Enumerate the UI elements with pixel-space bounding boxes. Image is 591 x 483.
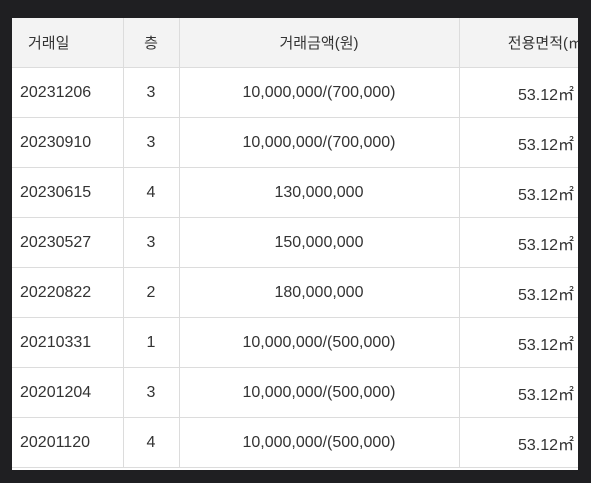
header-area: 전용면적(㎡) bbox=[459, 18, 578, 68]
cell-area: 53.12㎡ bbox=[459, 267, 578, 318]
cell-floor: 3 bbox=[123, 217, 180, 268]
table-viewport: 거래일 층 거래금액(원) 전용면적(㎡) 20231206 3 10,000,… bbox=[12, 18, 578, 470]
cell-date: 20220822 bbox=[12, 267, 124, 318]
table-row: 20231206 3 10,000,000/(700,000) 53.12㎡ bbox=[12, 67, 578, 118]
cell-area: 53.12㎡ bbox=[459, 417, 578, 468]
cell-date: 20230615 bbox=[12, 167, 124, 218]
cell-floor: 4 bbox=[123, 417, 180, 468]
cell-date: 20210331 bbox=[12, 317, 124, 368]
table-row: 20230615 4 130,000,000 53.12㎡ bbox=[12, 167, 578, 218]
cell-area: 53.12㎡ bbox=[459, 167, 578, 218]
cell-date: 20201204 bbox=[12, 367, 124, 418]
table-row: 20220822 2 180,000,000 53.12㎡ bbox=[12, 267, 578, 318]
cell-price: 10,000,000/(500,000) bbox=[179, 317, 460, 368]
cell-area: 53.12㎡ bbox=[459, 367, 578, 418]
cell-date: 20231206 bbox=[12, 67, 124, 118]
cell-floor: 3 bbox=[123, 67, 180, 118]
transaction-table-panel: 거래일 층 거래금액(원) 전용면적(㎡) 20231206 3 10,000,… bbox=[12, 18, 578, 470]
table-header: 거래일 층 거래금액(원) 전용면적(㎡) bbox=[12, 18, 578, 68]
cell-floor: 1 bbox=[123, 317, 180, 368]
cell-price: 130,000,000 bbox=[179, 167, 460, 218]
cell-floor: 3 bbox=[123, 117, 180, 168]
cell-price: 10,000,000/(500,000) bbox=[179, 367, 460, 418]
table-body: 20231206 3 10,000,000/(700,000) 53.12㎡ 2… bbox=[12, 67, 578, 468]
cell-area: 53.12㎡ bbox=[459, 67, 578, 118]
table-row: 20201204 3 10,000,000/(500,000) 53.12㎡ bbox=[12, 367, 578, 418]
cell-area: 53.12㎡ bbox=[459, 217, 578, 268]
header-price: 거래금액(원) bbox=[179, 18, 460, 68]
cell-area: 53.12㎡ bbox=[459, 117, 578, 168]
header-floor: 층 bbox=[123, 18, 180, 68]
cell-area: 53.12㎡ bbox=[459, 317, 578, 368]
cell-date: 20230910 bbox=[12, 117, 124, 168]
cell-date: 20230527 bbox=[12, 217, 124, 268]
cell-price: 10,000,000/(700,000) bbox=[179, 67, 460, 118]
header-row: 거래일 층 거래금액(원) 전용면적(㎡) bbox=[12, 18, 578, 68]
cell-date: 20201120 bbox=[12, 417, 124, 468]
header-date: 거래일 bbox=[12, 18, 124, 68]
cell-price: 10,000,000/(700,000) bbox=[179, 117, 460, 168]
table-row: 20230527 3 150,000,000 53.12㎡ bbox=[12, 217, 578, 268]
cell-floor: 4 bbox=[123, 167, 180, 218]
cell-floor: 3 bbox=[123, 367, 180, 418]
table-row: 20210331 1 10,000,000/(500,000) 53.12㎡ bbox=[12, 317, 578, 368]
table-row: 20201120 4 10,000,000/(500,000) 53.12㎡ bbox=[12, 417, 578, 468]
cell-price: 180,000,000 bbox=[179, 267, 460, 318]
transaction-table: 거래일 층 거래금액(원) 전용면적(㎡) 20231206 3 10,000,… bbox=[12, 18, 578, 468]
cell-floor: 2 bbox=[123, 267, 180, 318]
cell-price: 10,000,000/(500,000) bbox=[179, 417, 460, 468]
cell-price: 150,000,000 bbox=[179, 217, 460, 268]
table-row: 20230910 3 10,000,000/(700,000) 53.12㎡ bbox=[12, 117, 578, 168]
